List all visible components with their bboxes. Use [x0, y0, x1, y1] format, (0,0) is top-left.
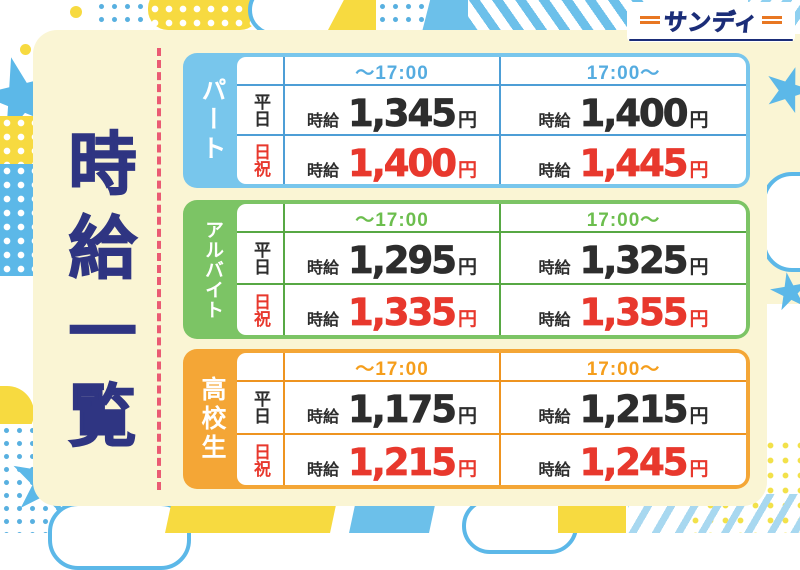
row-label-weekday: 平日: [237, 380, 283, 433]
wage-prefix: 時給: [306, 312, 339, 329]
deco-cloud-right: [762, 172, 800, 272]
corner-cell: [237, 57, 283, 84]
wage-value: 1,215: [347, 440, 458, 484]
category-label-part: パート: [198, 77, 226, 164]
wage-unit: 円: [458, 458, 478, 480]
wage-unit: 円: [689, 458, 709, 480]
wage-value: 1,215: [579, 388, 689, 431]
wage-prefix: 時給: [538, 312, 571, 329]
wage-value: 1,400: [579, 92, 689, 135]
wage-prefix: 時給: [306, 163, 339, 180]
wage-table-part: パート ～17:00 17:00～ 平日 時給 1,345 円 時給 1,400 円 日…: [183, 53, 750, 188]
col-header-before17: ～17:00: [283, 204, 499, 231]
wage-value: 1,335: [347, 291, 458, 334]
wage-prefix: 時給: [538, 260, 571, 277]
wage-unit: 円: [458, 257, 478, 278]
wage-value: 1,295: [347, 239, 458, 282]
wage-grid-arbeit: ～17:00 17:00～ 平日 時給 1,295 円 時給 1,325 円 日祝 時給…: [237, 204, 746, 335]
wage-value: 1,175: [347, 388, 458, 431]
deco-blue-polka-left: [0, 164, 34, 276]
row-label-holiday: 日祝: [237, 432, 283, 486]
wage-unit: 円: [689, 406, 709, 427]
wage-value: 1,325: [579, 239, 689, 282]
wage-unit: 円: [689, 309, 709, 330]
wage-cell: 時給 1,245 円: [499, 432, 746, 485]
wage-value: 1,345: [347, 92, 458, 135]
logo-underline: [629, 39, 793, 41]
wage-value: 1,445: [579, 142, 689, 184]
wage-unit: 円: [458, 309, 478, 330]
logo-dash-right-icon: [762, 16, 783, 24]
wage-unit: 円: [458, 110, 478, 131]
wage-value: 1,400: [347, 142, 458, 184]
col-header-after17: 17:00～: [499, 353, 746, 380]
wage-unit: 円: [458, 160, 478, 181]
wage-grid-highschool: ～17:00 17:00～ 平日 時給 1,175 円 時給 1,215 円 日祝 時給…: [237, 353, 746, 485]
wage-cell: 時給 1,335 円: [283, 283, 499, 335]
wage-cell: 時給 1,175 円: [283, 380, 499, 433]
wage-unit: 円: [689, 160, 709, 181]
col-header-before17: ～17:00: [283, 353, 499, 380]
brand-logo: サンディ: [627, 2, 795, 42]
corner-cell: [237, 204, 283, 231]
page-title: 時給一覧: [57, 127, 135, 465]
wage-cell: 時給 1,445 円: [499, 134, 746, 184]
col-header-after17: 17:00～: [499, 204, 746, 231]
category-label-arbeit: アルバイト: [202, 219, 223, 320]
deco-yellow-blob-top: [148, 0, 260, 30]
deco-yellow-block-bottom: [165, 505, 336, 533]
wage-prefix: 時給: [538, 461, 571, 479]
row-label-holiday: 日祝: [237, 134, 283, 184]
wage-cell: 時給 1,355 円: [499, 283, 746, 335]
wage-value: 1,355: [579, 291, 689, 334]
deco-yellow-dot: [70, 6, 82, 18]
wage-cell: 時給 1,400 円: [499, 84, 746, 134]
wage-unit: 円: [458, 406, 478, 427]
category-label-highschool: 高校生: [198, 375, 226, 463]
row-label-weekday: 平日: [237, 84, 283, 134]
wage-cell: 時給 1,345 円: [283, 84, 499, 134]
deco-blue-block-bottom: [349, 505, 435, 533]
row-label-holiday: 日祝: [237, 283, 283, 335]
wage-prefix: 時給: [306, 113, 339, 130]
wage-prefix: 時給: [538, 113, 571, 130]
deco-polka-top: [376, 0, 430, 32]
wage-cell: 時給 1,400 円: [283, 134, 499, 184]
row-label-weekday: 平日: [237, 231, 283, 283]
wage-table-arbeit: アルバイト ～17:00 17:00～ 平日 時給 1,295 円 時給 1,325 円…: [183, 200, 750, 339]
deco-stripes-top: [468, 0, 648, 32]
wage-cell: 時給 1,215 円: [499, 380, 746, 433]
wage-cell: 時給 1,325 円: [499, 231, 746, 283]
wage-table-highschool: 高校生 ～17:00 17:00～ 平日 時給 1,175 円 時給 1,215 円 日…: [183, 349, 750, 489]
logo-text: サンディ: [662, 9, 760, 36]
wage-prefix: 時給: [538, 163, 571, 180]
wage-prefix: 時給: [306, 260, 339, 277]
wage-unit: 円: [689, 110, 709, 131]
wage-prefix: 時給: [538, 409, 571, 426]
wage-value: 1,245: [579, 440, 689, 484]
col-header-before17: ～17:00: [283, 57, 499, 84]
col-header-after17: 17:00～: [499, 57, 746, 84]
wage-prefix: 時給: [306, 409, 339, 426]
wage-grid-part: ～17:00 17:00～ 平日 時給 1,345 円 時給 1,400 円 日祝 時給…: [237, 57, 746, 184]
deco-yellow-block-bottom-2: [558, 505, 626, 533]
wage-cell: 時給 1,215 円: [283, 432, 499, 485]
wage-unit: 円: [689, 257, 709, 278]
wage-prefix: 時給: [306, 461, 339, 479]
wage-cell: 時給 1,295 円: [283, 231, 499, 283]
logo-dash-left-icon: [639, 16, 660, 24]
dashed-divider: [157, 48, 161, 490]
deco-yellow-dot: [20, 44, 31, 55]
corner-cell: [237, 353, 283, 380]
logo-row: サンディ: [629, 3, 793, 37]
